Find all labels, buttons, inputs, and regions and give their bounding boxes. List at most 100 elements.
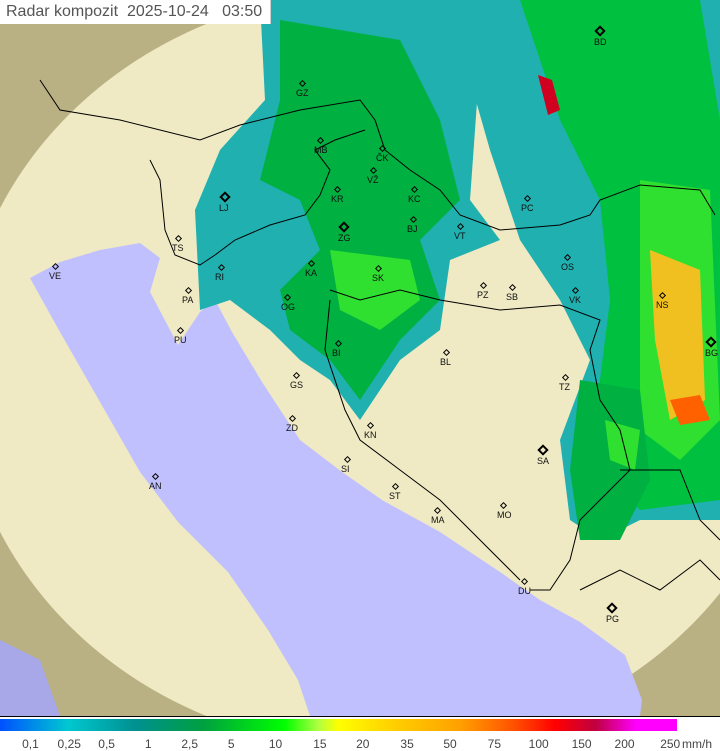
legend-unit: mm/h: [682, 737, 712, 751]
city-marker-ns: NS: [656, 291, 669, 309]
city-diamond-icon: [292, 371, 300, 379]
city-label: SK: [372, 272, 385, 283]
title-time: 03:50: [222, 3, 263, 20]
city-diamond-icon: [499, 501, 507, 509]
city-diamond-icon: [391, 482, 399, 490]
legend-label: 250: [660, 737, 681, 751]
city-label: PU: [174, 334, 187, 345]
city-marker-ma: MA: [431, 506, 445, 524]
city-diamond-icon: [523, 194, 531, 202]
city-marker-ts: TS: [172, 234, 184, 252]
city-diamond-icon: [442, 348, 450, 356]
city-label: GS: [290, 379, 304, 390]
city-diamond-icon: [410, 185, 418, 193]
city-label: LJ: [219, 203, 229, 213]
city-marker-lj: LJ: [219, 191, 231, 213]
city-diamond-icon: [606, 602, 618, 614]
city-label: PZ: [477, 289, 489, 300]
city-marker-pa: PA: [182, 286, 193, 304]
legend-label: 50: [443, 737, 457, 751]
city-diamond-icon: [176, 326, 184, 334]
city-diamond-icon: [333, 185, 341, 193]
city-marker-gs: GS: [290, 371, 303, 389]
city-marker-bi: BI: [332, 339, 342, 357]
city-diamond-icon: [378, 144, 386, 152]
city-label: VE: [49, 270, 62, 281]
city-diamond-icon: [561, 373, 569, 381]
city-marker-bg: BG: [705, 336, 718, 358]
city-marker-gz: GZ: [296, 79, 309, 97]
legend-label: 1: [144, 737, 152, 751]
city-marker-bd: BD: [594, 25, 607, 47]
city-diamond-icon: [369, 166, 377, 174]
city-marker-os: OS: [561, 253, 574, 271]
legend-label: 2,5: [181, 737, 199, 751]
city-diamond-icon: [151, 472, 159, 480]
city-label: PA: [182, 294, 194, 305]
city-diamond-icon: [456, 222, 464, 230]
city-diamond-icon: [520, 577, 528, 585]
city-label: PG: [606, 614, 620, 624]
city-label: KN: [364, 429, 377, 440]
city-label: SA: [537, 456, 550, 466]
city-marker-ri: RI: [215, 263, 225, 281]
city-label: TZ: [559, 381, 570, 392]
city-diamond-icon: [288, 414, 296, 422]
city-diamond-icon: [374, 264, 382, 272]
radar-echoes: [195, 0, 720, 540]
adriatic-sea: [30, 243, 642, 716]
city-marker-zd: ZD: [286, 414, 298, 432]
legend-label: 200: [614, 737, 635, 751]
city-label: DU: [518, 585, 531, 596]
legend-label: 5: [227, 737, 235, 751]
city-label: VŽ: [367, 174, 379, 185]
city-label: BI: [332, 347, 341, 358]
city-diamond-icon: [338, 221, 350, 233]
legend-label: 10: [268, 737, 283, 751]
city-marker-pg: PG: [606, 602, 619, 624]
city-marker-pc: PC: [521, 194, 534, 212]
city-diamond-icon: [705, 336, 717, 348]
legend-label: 35: [400, 737, 414, 751]
city-label: MB: [314, 144, 328, 155]
city-marker-og: OG: [281, 293, 295, 311]
city-marker-pu: PU: [174, 326, 187, 344]
city-diamond-icon: [508, 283, 516, 291]
city-diamond-icon: [334, 339, 342, 347]
city-marker-vž: VŽ: [367, 166, 379, 184]
legend-label: 15: [313, 737, 327, 751]
city-marker-kr: KR: [331, 185, 344, 203]
tyrrhenian-sea: [0, 640, 60, 716]
city-label: BJ: [407, 223, 418, 234]
city-label: MA: [431, 514, 445, 525]
city-diamond-icon: [174, 234, 182, 242]
city-label: VT: [454, 230, 466, 241]
legend-label: 0,1: [22, 737, 39, 751]
city-marker-ve: VE: [49, 262, 61, 280]
city-diamond-icon: [366, 421, 374, 429]
city-marker-ka: KA: [305, 259, 317, 277]
city-marker-bl: BL: [440, 348, 451, 366]
legend-label: 20: [356, 737, 370, 751]
city-marker-mo: MO: [497, 501, 512, 519]
city-diamond-icon: [409, 215, 417, 223]
city-diamond-icon: [219, 191, 231, 203]
city-marker-mb: MB: [314, 136, 328, 154]
city-marker-vk: VK: [569, 286, 581, 304]
city-marker-pz: PZ: [477, 281, 489, 299]
city-label: ZD: [286, 422, 298, 433]
map-title: Radar kompozit 2025-10-24 03:50: [0, 0, 272, 24]
city-label: SI: [341, 463, 350, 474]
radar-map[interactable]: [0, 0, 720, 717]
city-label: TS: [172, 242, 184, 253]
legend-label: 75: [487, 737, 502, 751]
city-diamond-icon: [433, 506, 441, 514]
legend-label: 0,5: [98, 737, 115, 751]
city-label: PC: [521, 202, 534, 213]
city-diamond-icon: [537, 444, 549, 456]
city-label: BG: [705, 348, 719, 358]
city-label: KR: [331, 193, 344, 204]
city-marker-bj: BJ: [407, 215, 418, 233]
legend-label: 150: [571, 737, 592, 751]
city-marker-an: AN: [149, 472, 162, 490]
